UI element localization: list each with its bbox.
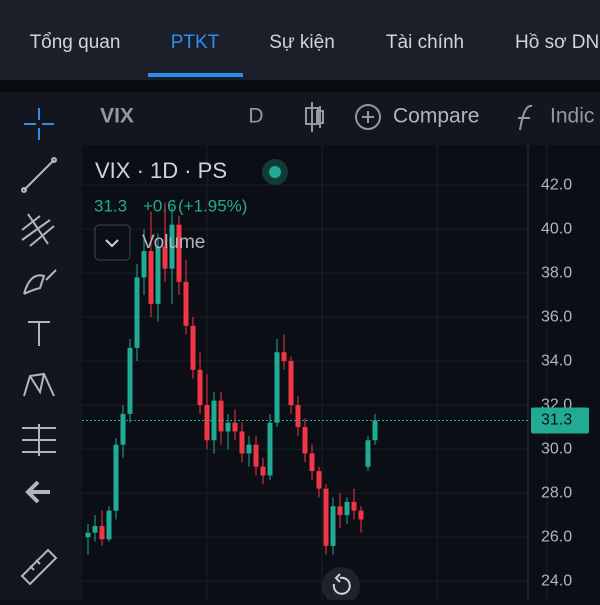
legend-title: VIX · 1D · PS: [95, 158, 227, 183]
candle-body: [176, 224, 182, 282]
drawing-tools[interactable]: [20, 108, 58, 586]
toolbar-icons: [305, 102, 533, 132]
interval[interactable]: D: [248, 105, 263, 128]
candle-body: [309, 453, 315, 472]
candle-body: [344, 501, 350, 516]
candle-body: [218, 400, 224, 432]
candle-body: [162, 246, 168, 269]
candle-body: [92, 526, 98, 533]
reset-button[interactable]: [322, 567, 360, 605]
toolbar: [0, 92, 600, 145]
y-tick-label: 36.0: [541, 308, 572, 325]
candle-body: [148, 251, 154, 304]
y-tick-label: 40.0: [541, 220, 572, 237]
candle-body: [190, 325, 196, 370]
y-tick-label: 30.0: [541, 440, 572, 457]
candles: [85, 202, 378, 555]
candle-body: [316, 471, 322, 489]
indicators[interactable]: Indic: [550, 105, 594, 128]
tab[interactable]: Hồ sơ DN: [515, 32, 599, 53]
grid: [82, 145, 548, 600]
y-tick-label: 28.0: [541, 484, 572, 501]
candle-body: [85, 532, 91, 538]
candle-body: [274, 352, 280, 423]
candle-body: [323, 488, 329, 546]
candle-body: [288, 361, 294, 406]
legend-change: +0.6: [143, 196, 177, 215]
y-tick-label: 38.0: [541, 264, 572, 281]
tab[interactable]: Tổng quan: [30, 32, 121, 53]
candle-body: [295, 405, 301, 428]
y-tick-label: 42.0: [541, 176, 572, 193]
candle-body: [246, 444, 252, 454]
legend-price: 31.3: [94, 196, 127, 215]
volume-toggle[interactable]: [94, 224, 131, 261]
tab[interactable]: PTKT: [171, 32, 220, 53]
legend-change-pct: (+1.95%): [178, 196, 247, 215]
candle-body: [204, 405, 210, 441]
candle-body: [239, 431, 245, 454]
tab-bar: [0, 0, 600, 80]
candle-body: [337, 506, 343, 516]
drawing-toolbar: [0, 145, 82, 600]
candle-body: [155, 246, 161, 304]
candle-body: [253, 444, 259, 467]
candle-body: [351, 501, 357, 511]
last-price-label: 31.3: [541, 412, 572, 429]
candle-body: [372, 420, 378, 441]
candle-body: [169, 224, 175, 269]
candle-body: [232, 422, 238, 432]
candle-body: [134, 277, 140, 348]
candle-body: [141, 251, 147, 278]
candle-body: [260, 466, 266, 476]
active-tab-indicator: [148, 73, 243, 77]
separator: [0, 80, 600, 92]
candle-body: [120, 413, 126, 445]
status-dot: [269, 166, 281, 178]
y-tick-label: 34.0: [541, 352, 572, 369]
candle-body: [106, 510, 112, 540]
symbol[interactable]: VIX: [100, 105, 134, 128]
y-tick-label: 26.0: [541, 528, 572, 545]
candle-body: [302, 427, 308, 454]
candle-body: [99, 526, 105, 540]
candle-body: [127, 347, 133, 414]
reset-icon: [332, 573, 351, 595]
tab[interactable]: Sự kiện: [269, 32, 335, 53]
chevron: [105, 239, 119, 248]
candle-body: [365, 440, 371, 467]
candle-body: [330, 506, 336, 546]
candle-body: [197, 369, 203, 406]
tab[interactable]: Tài chính: [386, 32, 464, 53]
candle-body: [225, 422, 231, 432]
volume-label: Volume: [142, 232, 205, 253]
candle-body: [267, 422, 273, 476]
last-price-box: [531, 407, 589, 434]
candle-body: [358, 510, 364, 520]
candle-body: [113, 444, 119, 511]
candle-body: [183, 281, 189, 326]
y-tick-label: 24.0: [541, 572, 572, 589]
compare[interactable]: Compare: [393, 105, 479, 128]
candle-body: [281, 352, 287, 362]
